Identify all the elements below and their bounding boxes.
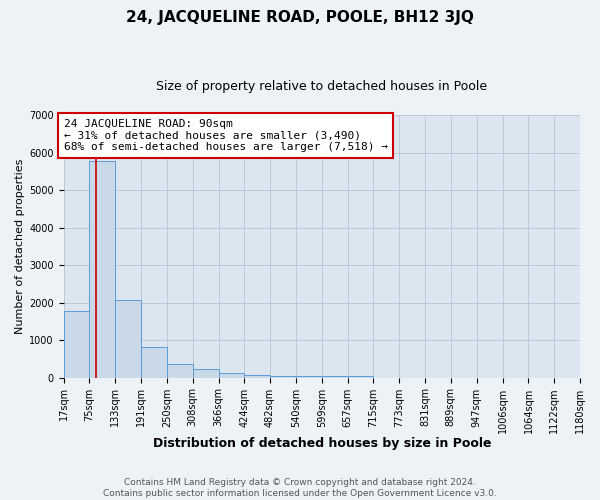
Bar: [322, 376, 348, 378]
Bar: [64, 311, 89, 378]
Y-axis label: Number of detached properties: Number of detached properties: [15, 158, 25, 334]
Title: Size of property relative to detached houses in Poole: Size of property relative to detached ho…: [156, 80, 487, 93]
Bar: [270, 376, 296, 378]
Bar: [115, 300, 141, 378]
Bar: [296, 376, 322, 378]
Bar: [167, 364, 193, 378]
Bar: [244, 375, 270, 378]
Text: 24, JACQUELINE ROAD, POOLE, BH12 3JQ: 24, JACQUELINE ROAD, POOLE, BH12 3JQ: [126, 10, 474, 25]
Bar: [218, 374, 244, 378]
Bar: [348, 376, 373, 378]
Text: Contains HM Land Registry data © Crown copyright and database right 2024.
Contai: Contains HM Land Registry data © Crown c…: [103, 478, 497, 498]
Bar: [141, 347, 167, 378]
Bar: [89, 161, 115, 378]
Text: 24 JACQUELINE ROAD: 90sqm
← 31% of detached houses are smaller (3,490)
68% of se: 24 JACQUELINE ROAD: 90sqm ← 31% of detac…: [64, 119, 388, 152]
X-axis label: Distribution of detached houses by size in Poole: Distribution of detached houses by size …: [152, 437, 491, 450]
Bar: [193, 368, 218, 378]
